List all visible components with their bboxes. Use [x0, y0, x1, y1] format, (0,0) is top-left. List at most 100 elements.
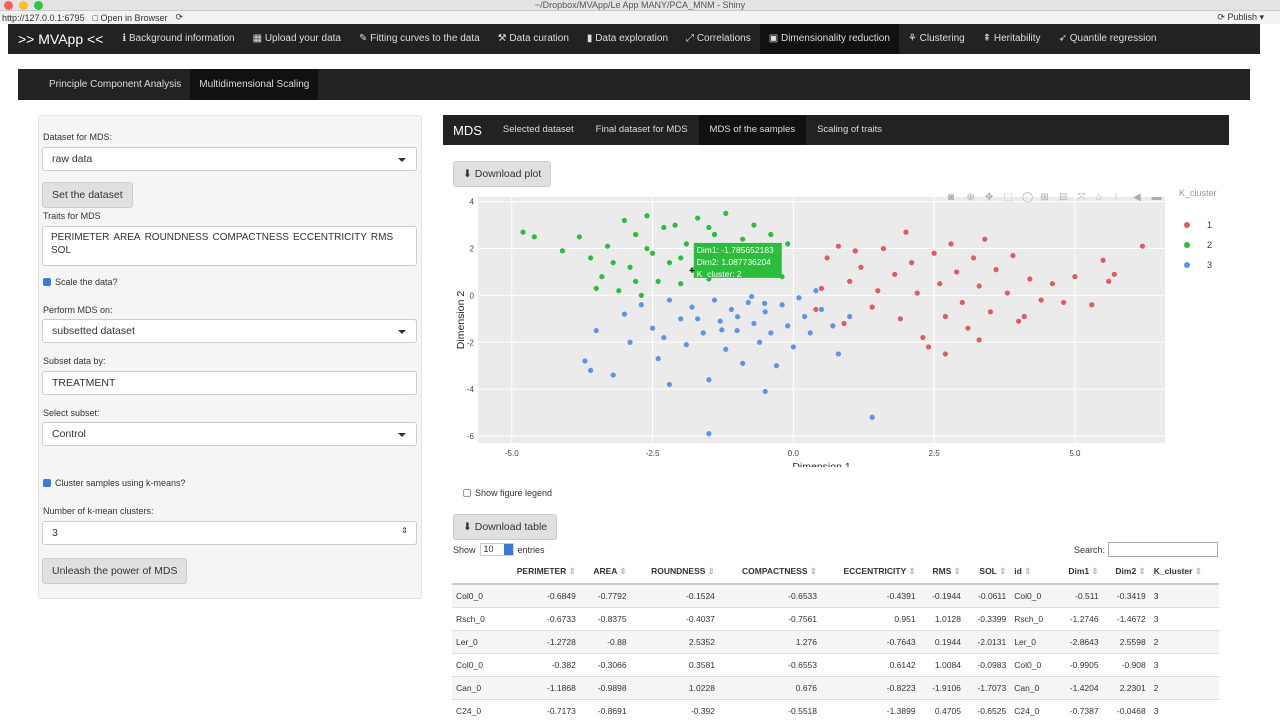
- subset-select[interactable]: Control: [42, 422, 417, 446]
- camera-icon[interactable]: ◙: [948, 192, 954, 203]
- data-point-cluster-1[interactable]: [824, 255, 830, 261]
- data-point-cluster-1[interactable]: [1004, 290, 1010, 296]
- data-point-cluster-2[interactable]: [672, 222, 678, 228]
- table-row[interactable]: Ler_0 -1.2728 -0.88 2.5352 1.276 -0.7643 0.194…: [452, 629, 1219, 653]
- data-point-cluster-3[interactable]: [695, 316, 701, 322]
- tab-final-dataset[interactable]: Final dataset for MDS: [595, 124, 688, 135]
- data-point-cluster-1[interactable]: [858, 264, 864, 270]
- data-point-cluster-3[interactable]: [689, 304, 695, 310]
- data-point-cluster-1[interactable]: [920, 334, 926, 341]
- data-point-cluster-1[interactable]: [942, 351, 948, 357]
- data-point-cluster-3[interactable]: [847, 313, 853, 320]
- table-row[interactable]: Col0_0 -0.6849 -0.7792 -0.1524 -0.6533 -0.439…: [452, 583, 1219, 607]
- column-header[interactable]: K_cluster ⇕: [1149, 560, 1219, 585]
- data-point-cluster-3[interactable]: [582, 358, 588, 364]
- data-point-cluster-3[interactable]: [588, 367, 594, 373]
- data-point-cluster-3[interactable]: [728, 306, 735, 313]
- data-point-cluster-2[interactable]: [751, 222, 757, 228]
- column-header[interactable]: AREA ⇕: [579, 560, 631, 585]
- open-in-browser-button[interactable]: □ Open in Browser: [92, 12, 168, 23]
- column-header[interactable]: ROUNDNESS ⇕: [630, 560, 719, 585]
- brand[interactable]: >> MVApp <<: [18, 31, 104, 47]
- spinner-icon[interactable]: ⇕: [401, 526, 408, 535]
- tab-selected-dataset[interactable]: Selected dataset: [502, 124, 574, 135]
- data-point-cluster-2[interactable]: [616, 288, 622, 294]
- traits-input[interactable]: PERIMETER AREA ROUNDNESS COMPACTNESS ECCENTR…: [42, 226, 417, 266]
- data-point-cluster-1[interactable]: [897, 316, 903, 322]
- data-point-cluster-3[interactable]: [666, 297, 673, 303]
- data-point-cluster-3[interactable]: [749, 293, 755, 300]
- data-point-cluster-3[interactable]: [768, 330, 774, 336]
- trait-tag[interactable]: AREA: [113, 232, 141, 243]
- data-point-cluster-3[interactable]: [740, 360, 746, 366]
- data-point-cluster-1[interactable]: [1061, 299, 1067, 306]
- data-point-cluster-2[interactable]: [593, 285, 599, 291]
- data-point-cluster-1[interactable]: [875, 288, 881, 294]
- trait-tag[interactable]: PERIMETER: [51, 232, 110, 243]
- data-point-cluster-1[interactable]: [847, 278, 853, 284]
- data-point-cluster-3[interactable]: [756, 339, 763, 345]
- data-point-cluster-2[interactable]: [655, 278, 661, 284]
- data-point-cluster-1[interactable]: [1106, 278, 1112, 284]
- hover-closest-icon[interactable]: ◀: [1133, 192, 1141, 203]
- data-point-cluster-3[interactable]: [807, 330, 813, 336]
- nav-item-upload-your-data[interactable]: ▦ Upload your data: [244, 24, 350, 54]
- data-point-cluster-1[interactable]: [1139, 243, 1146, 249]
- data-point-cluster-1[interactable]: [908, 260, 915, 266]
- data-point-cluster-2[interactable]: [610, 260, 616, 266]
- data-point-cluster-3[interactable]: [813, 288, 819, 294]
- data-point-cluster-3[interactable]: [745, 299, 751, 306]
- set-dataset-button[interactable]: Set the dataset: [42, 182, 133, 208]
- tab-mds-samples[interactable]: MDS of the samples: [698, 115, 807, 145]
- box-select-icon[interactable]: ⬚: [1004, 192, 1013, 203]
- data-point-cluster-1[interactable]: [987, 309, 994, 315]
- data-point-cluster-3[interactable]: [773, 363, 780, 369]
- nav-item-fitting-curves-to-the-data[interactable]: ✎ Fitting curves to the data: [350, 24, 489, 54]
- table-row[interactable]: Rsch_0 -0.6733 -0.8375 -0.4037 -0.7561 0.951 1…: [452, 606, 1219, 630]
- nav-item-data-curation[interactable]: ⚒ Data curation: [489, 24, 578, 54]
- column-header[interactable]: Dim1 ⇕: [1055, 560, 1103, 585]
- subset-by-input[interactable]: TREATMENT: [42, 371, 417, 395]
- tab-mds[interactable]: Multidimensional Scaling: [190, 69, 319, 100]
- nav-item-dimensionality-reduction[interactable]: ▣ Dimensionality reduction: [759, 24, 899, 54]
- data-point-cluster-2[interactable]: [621, 217, 628, 224]
- data-point-cluster-3[interactable]: [751, 320, 757, 327]
- column-header[interactable]: COMPACTNESS ⇕: [718, 560, 822, 585]
- data-point-cluster-1[interactable]: [813, 306, 819, 313]
- pan-icon[interactable]: ✥: [985, 192, 993, 203]
- data-point-cluster-3[interactable]: [655, 356, 661, 362]
- trait-tag[interactable]: ECCENTRICITY: [292, 232, 367, 243]
- download-plot-button[interactable]: ⬇ Download plot: [453, 161, 552, 187]
- data-point-cluster-3[interactable]: [762, 388, 768, 395]
- data-point-cluster-1[interactable]: [892, 271, 898, 277]
- data-point-cluster-3[interactable]: [835, 351, 841, 357]
- table-row[interactable]: C24_0 -0.7173 -0.8691 -0.392 -0.5518 -1.3899 0…: [452, 698, 1219, 722]
- data-point-cluster-1[interactable]: [914, 290, 920, 296]
- data-point-cluster-1[interactable]: [937, 281, 943, 287]
- column-header[interactable]: id ⇕: [1010, 560, 1056, 585]
- data-point-cluster-2[interactable]: [576, 234, 582, 240]
- data-point-cluster-3[interactable]: [818, 306, 825, 313]
- column-header[interactable]: Dim2 ⇕: [1102, 560, 1150, 585]
- data-point-cluster-3[interactable]: [711, 297, 718, 303]
- nav-item-quantile-regression[interactable]: ➶ Quantile regression: [1050, 24, 1166, 54]
- data-point-cluster-2[interactable]: [633, 278, 639, 284]
- data-point-cluster-2[interactable]: [740, 236, 746, 242]
- data-point-cluster-1[interactable]: [818, 285, 825, 291]
- zoom-in-icon[interactable]: ⊞: [1041, 192, 1049, 203]
- autoscale-icon[interactable]: ⤧: [1078, 192, 1086, 203]
- refresh-icon[interactable]: ⟳: [175, 12, 184, 22]
- data-point-cluster-3[interactable]: [706, 377, 712, 383]
- publish-button[interactable]: ⟳ Publish ▾: [1217, 12, 1264, 22]
- data-point-cluster-2[interactable]: [661, 224, 667, 231]
- zoom-icon[interactable]: ⊕: [967, 192, 975, 203]
- data-point-cluster-3[interactable]: [719, 327, 725, 333]
- data-point-cluster-1[interactable]: [993, 267, 999, 273]
- data-point-cluster-1[interactable]: [942, 313, 948, 320]
- data-point-cluster-1[interactable]: [1038, 297, 1044, 303]
- column-header[interactable]: PERIMETER ⇕: [497, 560, 580, 585]
- scale-checkbox[interactable]: Scale the data?: [43, 277, 118, 287]
- trait-tag[interactable]: ROUNDNESS: [144, 232, 209, 243]
- spike-icon[interactable]: ⁝: [1115, 192, 1118, 203]
- table-row[interactable]: Can_0 -1.1868 -0.9898 1.0228 0.676 -0.8223 -1.…: [452, 675, 1219, 699]
